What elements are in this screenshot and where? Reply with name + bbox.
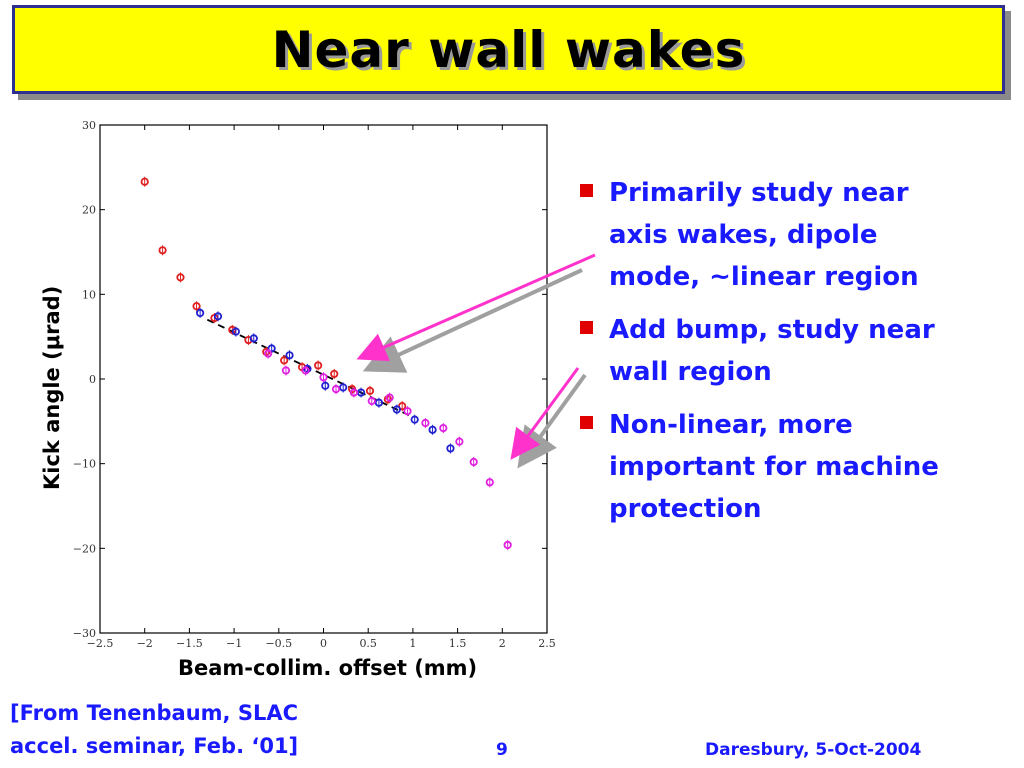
data-point [140, 177, 149, 186]
y-tick-label: 20 [82, 204, 96, 217]
bullet-list: Primarily study near axis wakes, dipole … [580, 172, 1020, 541]
y-tick-label: 0 [89, 373, 96, 386]
bullet-item: Non-linear, more important for machine p… [580, 404, 1020, 530]
data-point [383, 395, 392, 404]
data-point [503, 540, 512, 550]
x-tick-label: 2.5 [538, 637, 556, 650]
bullet-item: Add bump, study near wall region [580, 309, 1020, 393]
citation-line-2: accel. seminar, Feb. ‘01] [10, 734, 299, 758]
data-point [319, 373, 328, 382]
slide-title: Near wall wakes [271, 20, 746, 79]
data-point [285, 351, 294, 360]
y-tick-label: 10 [82, 288, 96, 301]
data-point [392, 405, 401, 414]
x-tick-label: 1 [409, 637, 416, 650]
bullet-marker [580, 321, 593, 334]
title-banner: Near wall wakes [12, 5, 1005, 94]
bullet-item: Primarily study near axis wakes, dipole … [580, 172, 1020, 298]
bullet-text: Non-linear, more important for machine p… [609, 410, 939, 524]
x-tick-label: −0.5 [265, 637, 292, 650]
y-axis-label: Kick angle (μrad) [40, 285, 64, 490]
y-tick-label: 30 [82, 119, 96, 132]
data-point [385, 393, 394, 402]
data-point [421, 418, 430, 428]
page-number: 9 [496, 740, 508, 760]
data-point [301, 366, 310, 375]
y-tick-label: −30 [73, 627, 96, 640]
data-point [428, 425, 437, 434]
data-point [367, 396, 376, 406]
data-point [403, 407, 412, 416]
data-point [303, 364, 312, 373]
data-point [339, 383, 348, 392]
x-tick-label: −1.5 [176, 637, 203, 650]
data-point [280, 356, 289, 365]
x-tick-label: −2.5 [87, 637, 114, 650]
x-tick-label: 0 [320, 637, 327, 650]
data-point [263, 349, 273, 358]
data-point [176, 273, 185, 282]
data-point [374, 398, 384, 407]
data-point [330, 369, 339, 379]
data-point [213, 312, 223, 321]
bullet-text: Add bump, study near wall region [609, 315, 935, 387]
x-tick-label: 1.5 [449, 637, 467, 650]
data-point [410, 415, 419, 424]
data-point [281, 366, 291, 375]
x-tick-label: 0.5 [359, 637, 377, 650]
data-point [331, 385, 341, 394]
y-tick-label: −10 [73, 458, 96, 471]
data-point [469, 457, 478, 467]
data-point [349, 388, 358, 397]
bullet-marker [580, 184, 593, 197]
data-point [314, 361, 323, 370]
data-point [321, 381, 330, 390]
kick-angle-scatter-chart: −2.5 −2 −1.5 −1 −0.5 0 0.5 1 1.5 2 2.5 −30 −20 −10 0 10… [73, 119, 556, 650]
footer-text: Daresbury, 5-Oct-2004 [705, 740, 922, 760]
data-point [158, 246, 167, 255]
data-point [485, 478, 494, 487]
bullet-text: Primarily study near axis wakes, dipole … [609, 178, 919, 292]
data-point [446, 444, 455, 453]
data-point [231, 327, 240, 336]
data-point [439, 424, 448, 433]
data-point [365, 386, 375, 395]
data-point [455, 437, 464, 446]
citation-line-1: [From Tenenbaum, SLAC [10, 701, 298, 725]
x-tick-label: −1 [226, 637, 242, 650]
citation: [From Tenenbaum, SLAC accel. seminar, Fe… [10, 697, 298, 763]
bullet-marker [580, 416, 593, 429]
x-axis-label: Beam-collim. offset (mm) [178, 656, 478, 680]
data-point [192, 302, 201, 311]
x-tick-label: 2 [499, 637, 506, 650]
x-tick-label: −2 [137, 637, 153, 650]
data-point [196, 308, 205, 318]
y-tick-label: −20 [73, 542, 96, 555]
data-point [249, 334, 258, 343]
